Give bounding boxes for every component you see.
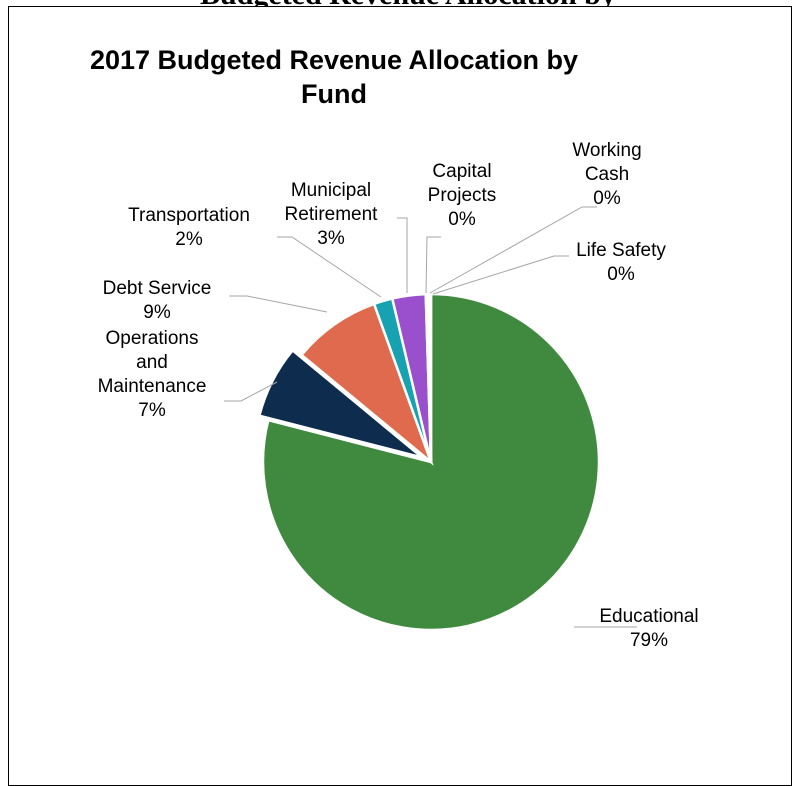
slice-label-working-cash: Working Cash 0% — [572, 140, 641, 209]
leader-line-debt-service — [229, 295, 328, 313]
leader-line-operations-and-maintenance — [224, 381, 278, 402]
pie-chart: Educational 79% Operations and Maintenance 7%… — [98, 140, 699, 651]
slice-label-municipal-retirement: Municipal Retirement 3% — [285, 180, 379, 249]
leader-line-municipal-retirement — [397, 217, 408, 293]
slice-label-debt-service: Debt Service 9% — [103, 278, 212, 323]
leader-line-capital-projects — [425, 236, 441, 294]
chart-title-line-2: Fund — [301, 79, 367, 109]
pie-slice-educational — [261, 292, 601, 632]
pie-slice-debt-service — [299, 302, 434, 466]
slice-label-capital-projects: Capital Projects 0% — [428, 161, 497, 230]
slice-label-operations-and-maintenance: Operations and Maintenance 7% — [98, 328, 207, 421]
chart-title: 2017 Budgeted Revenue Allocation by Fund — [9, 43, 659, 111]
leader-line-life-safety — [432, 255, 569, 295]
document-heading-fragment: Budgeted Revenue Allocation by — [200, 0, 616, 12]
slice-label-life-safety: Life Safety 0% — [576, 240, 666, 285]
chart-title-line-1: 2017 Budgeted Revenue Allocation by — [89, 45, 579, 75]
pie-slice-operations-and-maintenance — [257, 348, 423, 459]
slice-label-educational: Educational 79% — [599, 606, 698, 651]
leader-line-working-cash — [429, 206, 597, 294]
leader-line-transportation — [277, 236, 382, 298]
slice-label-transportation: Transportation 2% — [128, 205, 250, 250]
chart-frame: 2017 Budgeted Revenue Allocation by Fund… — [8, 6, 792, 786]
pie-slice-life-safety — [427, 292, 433, 463]
